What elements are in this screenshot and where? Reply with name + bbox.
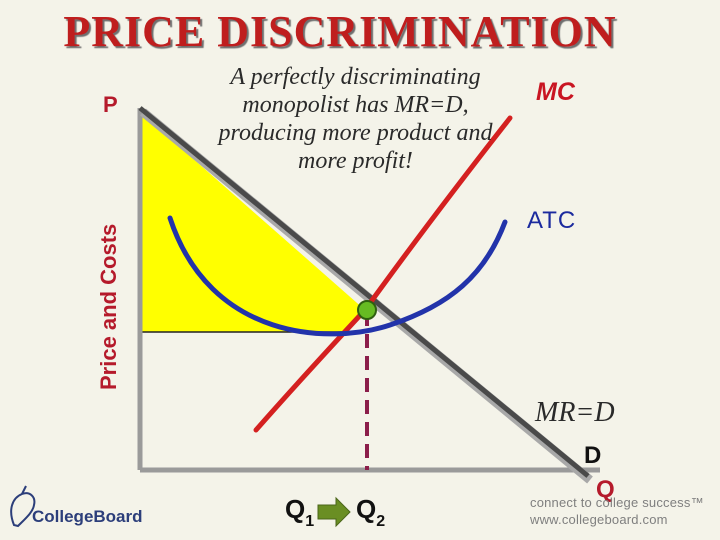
- y-axis-label: Price and Costs: [96, 223, 121, 390]
- equilibrium-point: [357, 300, 377, 320]
- demand-line: [138, 106, 590, 478]
- q1-letter: Q: [285, 494, 306, 524]
- footer-tagline: connect to college success™: [530, 495, 704, 510]
- mr-d-label: MR=D: [535, 397, 615, 428]
- q1-subscript: 1: [305, 513, 315, 530]
- mc-label: MC: [536, 78, 575, 106]
- footer-url: www.collegeboard.com: [530, 512, 668, 527]
- atc-label: ATC: [527, 207, 577, 234]
- q1-label: Q1: [285, 494, 314, 530]
- q2-label: Q2: [356, 494, 385, 530]
- atc-curve: [167, 215, 508, 337]
- explanation-note: A perfectly discriminating monopolist ha…: [218, 64, 493, 174]
- y-axis-symbol: P: [103, 92, 118, 117]
- q2-letter: Q: [356, 494, 377, 524]
- collegeboard-logo-text: CollegeBoard: [32, 507, 143, 526]
- arrow-q1-to-q2: [317, 496, 351, 528]
- q2-subscript: 2: [376, 513, 386, 530]
- slide-title: PRICE DISCRIMINATION: [63, 7, 617, 56]
- demand-label: D: [584, 442, 602, 469]
- profit-area: [140, 112, 365, 332]
- collegeboard-logo-icon: [10, 485, 36, 528]
- x-axis-symbol: Q: [596, 476, 615, 503]
